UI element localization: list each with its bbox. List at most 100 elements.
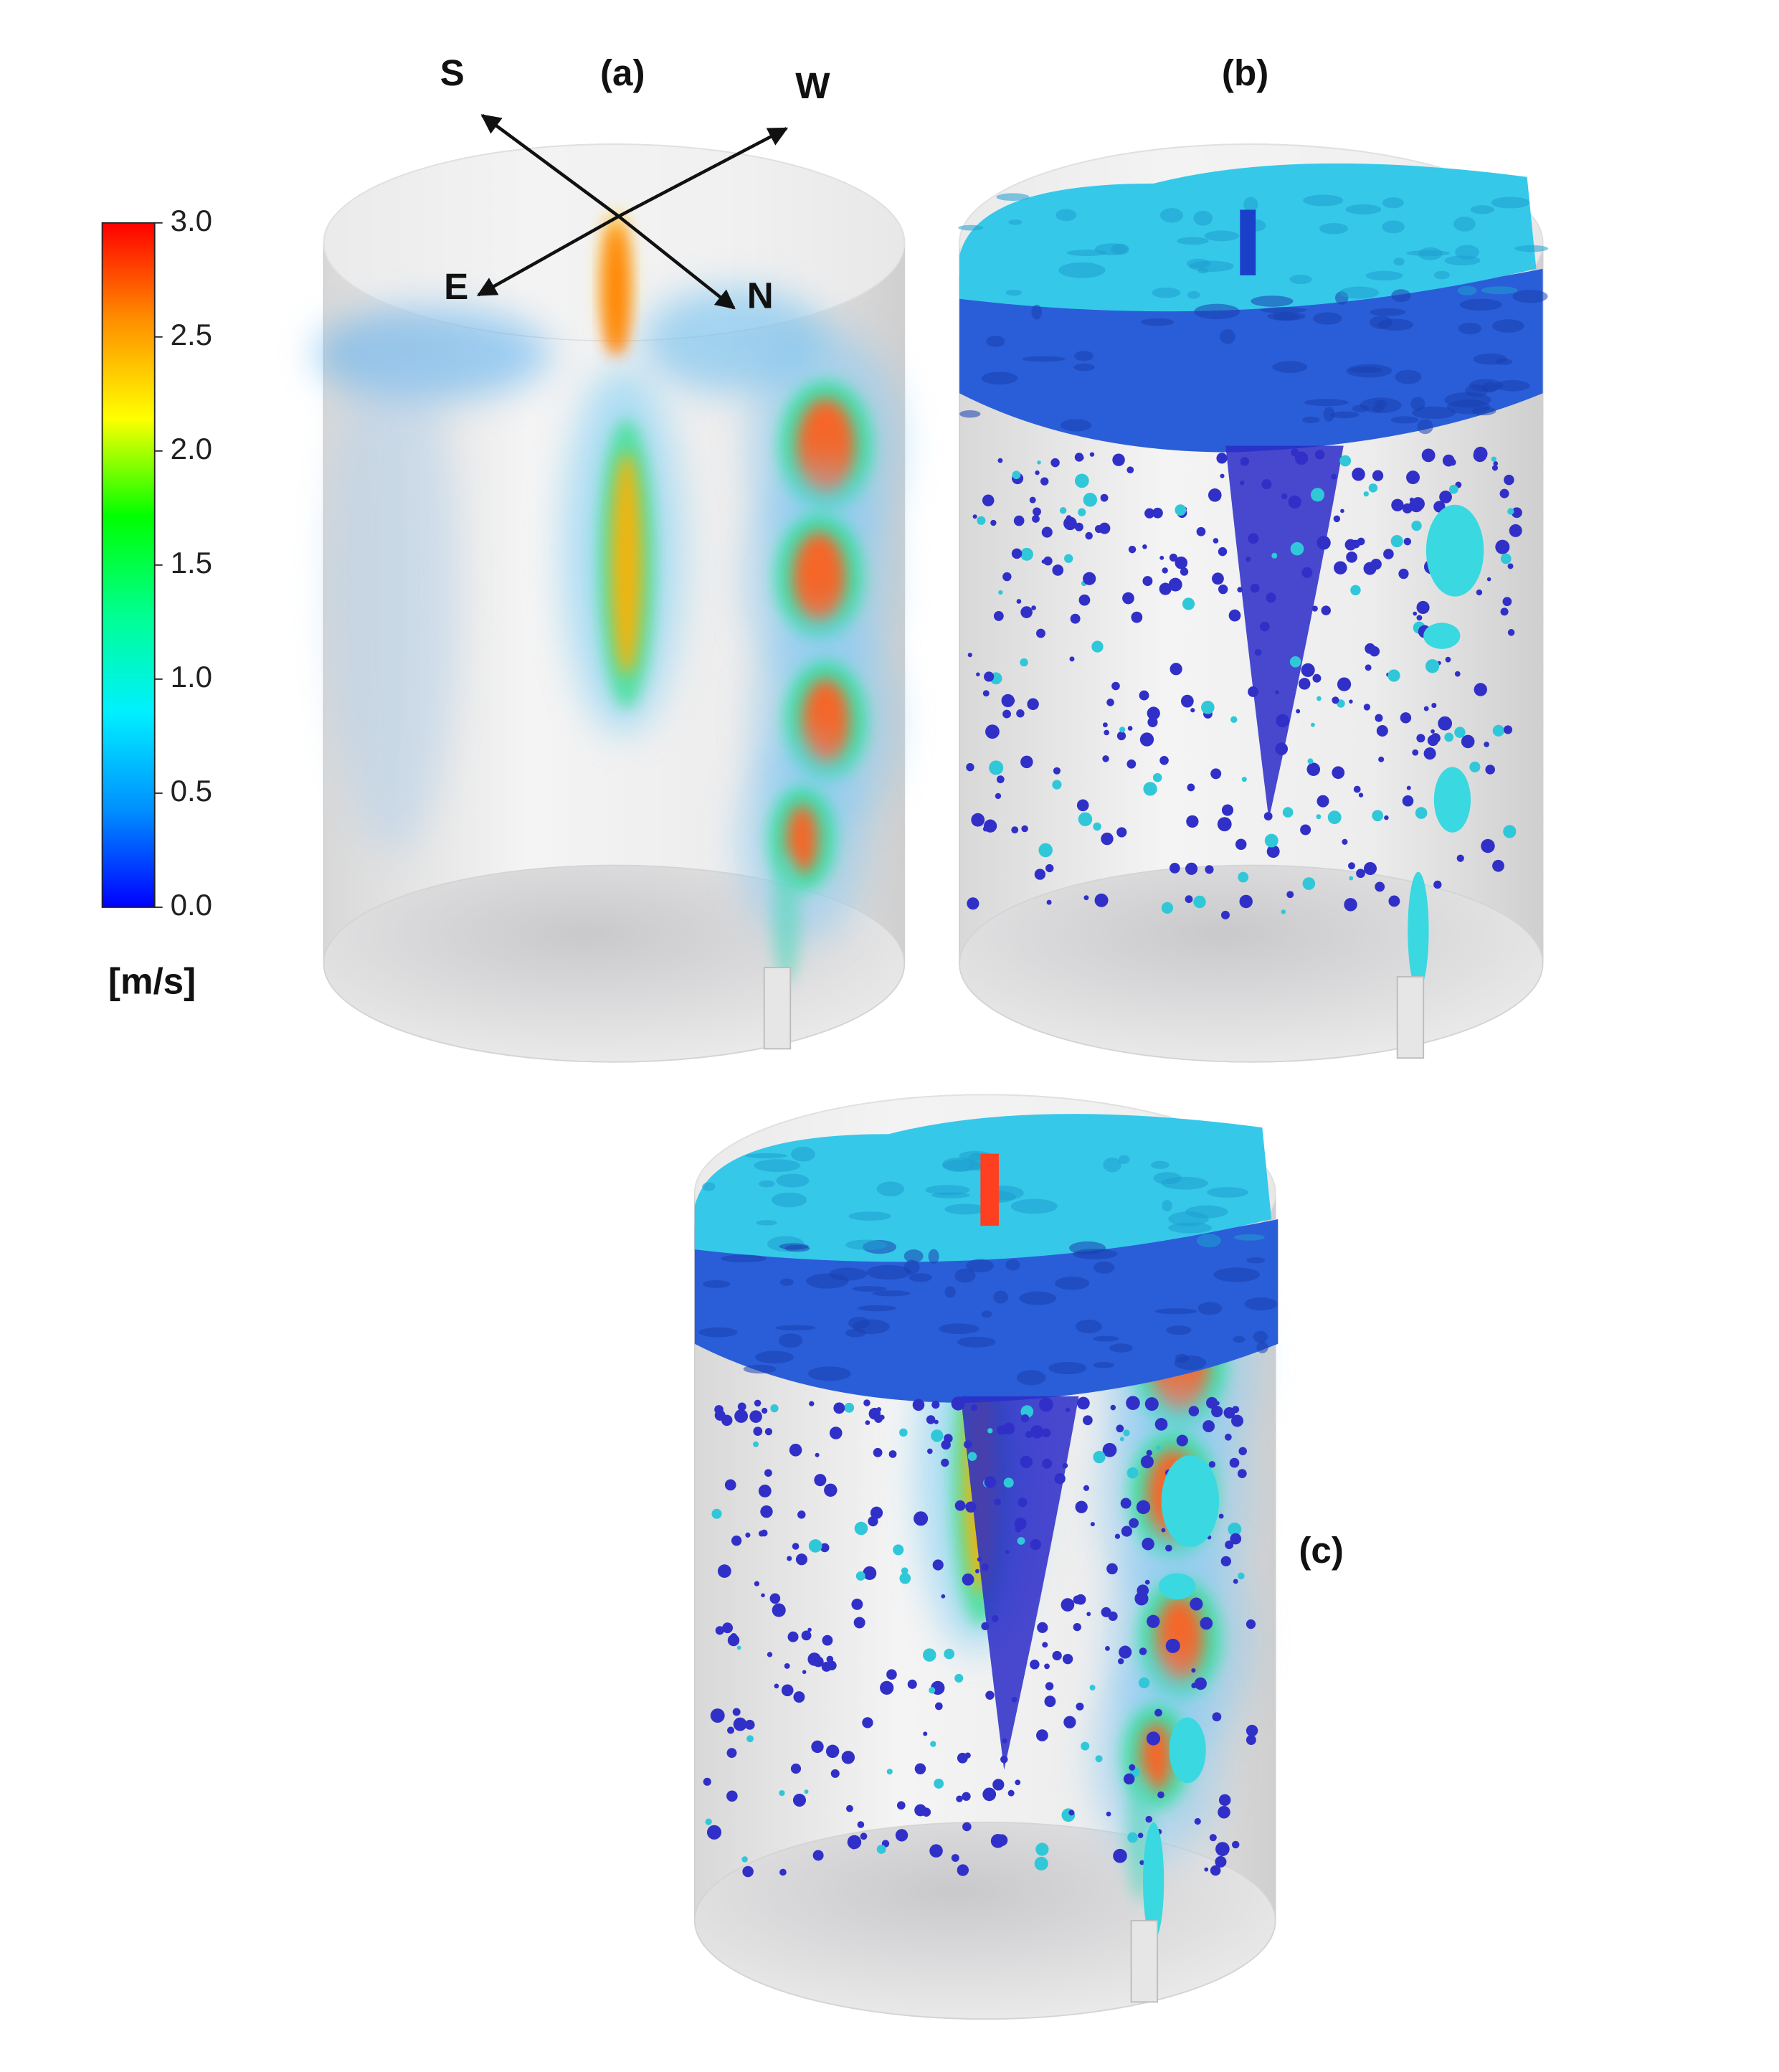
bubble (703, 1777, 711, 1786)
bubble (956, 1795, 963, 1802)
iso-texture (1339, 286, 1380, 299)
bubble (1139, 732, 1154, 747)
bubble (1263, 812, 1273, 821)
iso-texture (1233, 1234, 1265, 1241)
bubble (732, 1708, 741, 1716)
bubble (1210, 1865, 1221, 1876)
bubble (1261, 479, 1272, 490)
bubble (1415, 807, 1428, 819)
colorbar-tick-label: 0.0 (171, 888, 212, 922)
bubble (1117, 1658, 1124, 1665)
bubble (1093, 822, 1101, 831)
iso-texture (966, 1259, 994, 1273)
iso-texture (1459, 298, 1502, 311)
bubble (754, 1581, 760, 1586)
iso-texture (1074, 351, 1094, 361)
bubble (1238, 871, 1249, 883)
bubble (934, 1778, 944, 1789)
bubble (1100, 493, 1109, 502)
bubble (1180, 567, 1189, 576)
nozzle (1130, 1920, 1159, 2003)
bubble (926, 1415, 936, 1424)
bubble (1144, 1579, 1150, 1585)
bubble (1045, 864, 1054, 873)
bubble (1119, 1645, 1132, 1659)
bubble (761, 1593, 765, 1598)
iso-texture (1349, 366, 1382, 373)
bubble (1119, 727, 1126, 733)
iso-texture (1093, 1335, 1119, 1342)
iso-texture (1154, 1308, 1197, 1315)
bubble (1433, 880, 1442, 889)
bubble (1121, 1525, 1132, 1537)
bubble (1154, 1708, 1162, 1717)
bubble (1146, 1731, 1161, 1746)
bubble (745, 1532, 751, 1538)
bubble (760, 1505, 773, 1518)
iso-texture (954, 1268, 976, 1283)
bubble (1378, 756, 1385, 762)
bubble (1142, 1538, 1154, 1551)
iso-texture (1016, 1370, 1046, 1386)
iso-texture (1433, 270, 1450, 280)
bubble (809, 1401, 815, 1406)
bubble (1246, 1619, 1256, 1629)
bubble (1344, 898, 1357, 912)
bubble (899, 1428, 908, 1437)
bubble (1031, 605, 1036, 610)
bubble (1356, 869, 1365, 879)
bubble (967, 1452, 977, 1461)
bubble (1246, 557, 1251, 562)
bubble (1456, 854, 1464, 862)
bubble (1218, 584, 1228, 595)
bubble (1020, 658, 1028, 667)
bubble (1368, 483, 1378, 493)
bubble (1095, 1755, 1103, 1763)
bubble (801, 1630, 812, 1641)
bubble (860, 1832, 868, 1840)
jet-surface (1169, 1717, 1206, 1784)
iso-texture (1194, 303, 1240, 320)
bubble (1349, 876, 1354, 881)
bubble (1033, 507, 1041, 516)
bubble (1011, 548, 1023, 559)
bubble (1091, 640, 1104, 653)
bubble (1231, 1414, 1243, 1427)
bubble (797, 1510, 806, 1519)
bubble (931, 1400, 940, 1409)
bubble (787, 1556, 792, 1561)
bubble (1168, 577, 1182, 592)
bubble (1012, 470, 1021, 480)
iso-texture (702, 1182, 716, 1191)
bubble (1311, 605, 1318, 612)
bubble (1264, 833, 1278, 848)
iso-texture (779, 1243, 809, 1250)
bubble (977, 516, 986, 525)
iso-texture (1492, 319, 1524, 333)
bubble (1032, 515, 1040, 523)
iso-texture (1303, 194, 1344, 207)
iso-texture (1166, 1325, 1192, 1335)
bubble (1111, 681, 1120, 691)
iso-texture (756, 1220, 777, 1226)
bubble (1073, 1622, 1081, 1632)
bubble (1248, 686, 1259, 697)
bubble (1083, 1415, 1093, 1426)
bubble (1007, 1789, 1015, 1797)
iso-texture (1055, 209, 1077, 222)
bubble (1042, 1458, 1053, 1469)
bubble (1384, 815, 1389, 820)
bubble (1301, 663, 1315, 677)
bubble (1239, 894, 1253, 909)
iso-texture (1444, 255, 1481, 266)
iso-texture (958, 224, 984, 231)
bubble (1200, 1617, 1213, 1630)
bubble (1218, 547, 1228, 557)
colorbar-tick-label: 2.5 (171, 318, 212, 351)
bubble (727, 1726, 735, 1734)
iso-texture (1458, 322, 1482, 335)
bubble (1110, 1404, 1116, 1411)
bubble (1228, 609, 1241, 622)
bubble (822, 1635, 833, 1646)
bubble (991, 1614, 999, 1622)
